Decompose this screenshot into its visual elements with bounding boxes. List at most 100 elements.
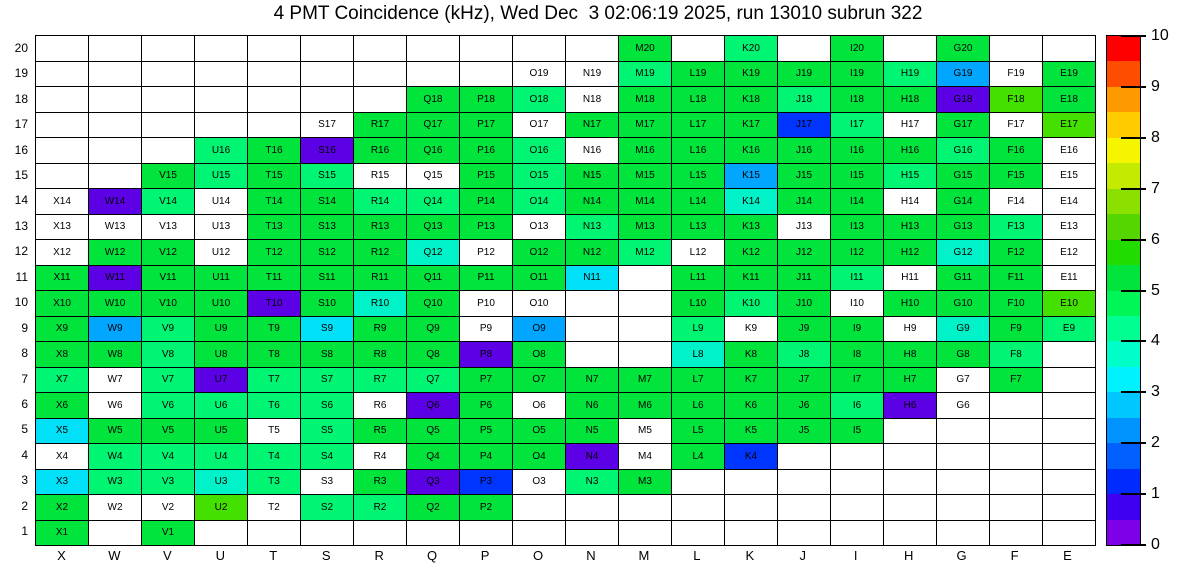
grid-cell: [36, 112, 88, 137]
grid-cell: [195, 36, 247, 61]
grid-cell: J12: [778, 240, 830, 265]
grid-cell: J11: [778, 265, 830, 290]
grid-cell: [990, 393, 1042, 418]
x-axis-tick-label: Q: [427, 548, 438, 563]
colorbar-band: [1107, 290, 1140, 316]
grid-cell: N19: [566, 61, 618, 86]
grid-cell: I11: [831, 265, 883, 290]
colorbar-tick: [1121, 187, 1146, 190]
grid-cell: P12: [460, 240, 512, 265]
grid-cell: [460, 61, 512, 86]
grid-cell: O12: [513, 240, 565, 265]
colorbar-tick-label: 10: [1151, 27, 1169, 44]
colorbar-tick: [1121, 544, 1146, 546]
y-axis-tick-label: 12: [14, 244, 28, 259]
grid-cell: H8: [884, 342, 936, 367]
grid-cell: H6: [884, 393, 936, 418]
colorbar-band: [1107, 494, 1140, 520]
colorbar-band: [1107, 214, 1140, 240]
grid-cell: J6: [778, 393, 830, 418]
grid-cell: X14: [36, 189, 88, 214]
grid-cell: [407, 520, 459, 545]
grid-cell: V12: [142, 240, 194, 265]
grid-cell: M5: [619, 418, 671, 443]
grid-cell: [990, 469, 1042, 494]
grid-cell: O17: [513, 112, 565, 137]
grid-cell: V11: [142, 265, 194, 290]
grid-cell: [89, 112, 141, 137]
colorbar-band: [1107, 519, 1140, 546]
grid-cell: L13: [672, 214, 724, 239]
grid-cell: T11: [248, 265, 300, 290]
grid-cell: S14: [301, 189, 353, 214]
y-axis-tick-label: 6: [21, 397, 28, 412]
grid-cell: F10: [990, 291, 1042, 316]
grid-cell: R9: [354, 316, 406, 341]
grid-cell: [248, 520, 300, 545]
grid-cell: R14: [354, 189, 406, 214]
grid-cell: M18: [619, 87, 671, 112]
grid-cell: Q13: [407, 214, 459, 239]
grid-cell: L4: [672, 444, 724, 469]
colorbar-tick-label: 7: [1151, 179, 1160, 197]
grid-cell: Q15: [407, 163, 459, 188]
grid-cell: [884, 495, 936, 520]
grid-cell: S12: [301, 240, 353, 265]
grid-cell: W4: [89, 444, 141, 469]
grid-cell: U10: [195, 291, 247, 316]
x-axis-tick-label: T: [269, 548, 278, 563]
grid-cell: V4: [142, 444, 194, 469]
grid-cell: [1043, 367, 1095, 392]
grid-cell: V3: [142, 469, 194, 494]
grid-cell: I17: [831, 112, 883, 137]
grid-cell: N5: [566, 418, 618, 443]
grid-cell: [1043, 36, 1095, 61]
grid-cell: [1043, 469, 1095, 494]
grid-cell: W14: [89, 189, 141, 214]
grid-cell: I7: [831, 367, 883, 392]
x-axis-tick-label: U: [215, 548, 225, 563]
y-axis-tick-label: 20: [14, 40, 28, 55]
grid-cell: G9: [937, 316, 989, 341]
x-axis-tick-label: O: [532, 548, 544, 563]
grid-cell: K9: [725, 316, 777, 341]
grid-cell: T10: [248, 291, 300, 316]
grid-cell: [990, 36, 1042, 61]
grid-cell: R16: [354, 138, 406, 163]
x-axis-tick-label: R: [374, 548, 384, 563]
grid-cell: X9: [36, 316, 88, 341]
grid-cell: H13: [884, 214, 936, 239]
grid-cell: [354, 36, 406, 61]
colorbar-tick: [1121, 35, 1146, 37]
grid-cell: G16: [937, 138, 989, 163]
grid-cell: [142, 61, 194, 86]
grid-cell: R5: [354, 418, 406, 443]
grid-cell: H9: [884, 316, 936, 341]
grid-cell: [990, 495, 1042, 520]
grid-cell: W11: [89, 265, 141, 290]
grid-cell: V14: [142, 189, 194, 214]
grid-cell: R10: [354, 291, 406, 316]
grid-cell: F13: [990, 214, 1042, 239]
colorbar: [1106, 35, 1141, 546]
grid-cell: L7: [672, 367, 724, 392]
colorbar-band: [1107, 366, 1140, 393]
grid-cell: [937, 444, 989, 469]
colorbar-band: [1107, 392, 1140, 418]
x-axis-tick-label: K: [745, 548, 755, 563]
grid-cell: R6: [354, 393, 406, 418]
grid-cell: [1043, 520, 1095, 545]
x-axis-tick-label: X: [57, 548, 66, 563]
grid-cell: [36, 87, 88, 112]
colorbar-tick: [1121, 289, 1146, 292]
grid-cell: [937, 520, 989, 545]
grid-cell: N15: [566, 163, 618, 188]
grid-cell: [248, 36, 300, 61]
y-axis-tick-label: 18: [14, 91, 28, 106]
grid-cell: T15: [248, 163, 300, 188]
grid-cell: S2: [301, 495, 353, 520]
grid-cell: H14: [884, 189, 936, 214]
grid-cell: H10: [884, 291, 936, 316]
grid-cell: [778, 444, 830, 469]
grid-cell: [990, 520, 1042, 545]
